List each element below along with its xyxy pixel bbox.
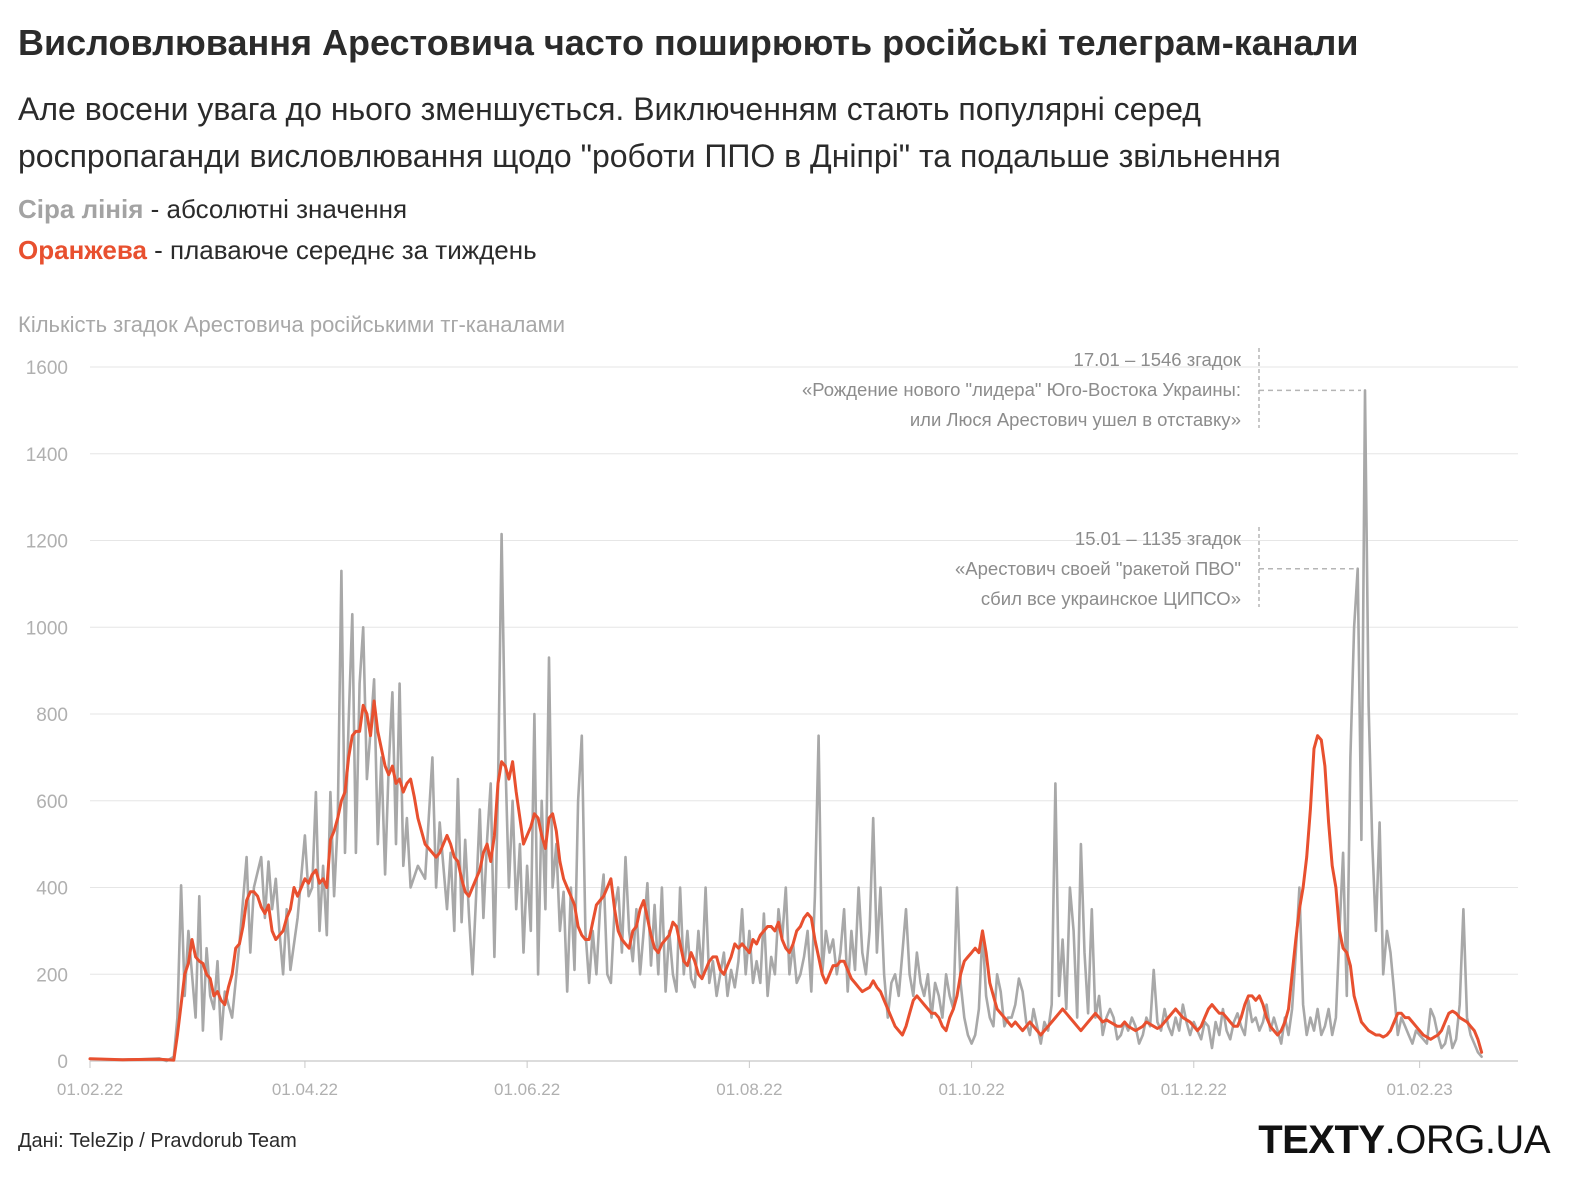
brand-logo-rest: .ORG.UA xyxy=(1384,1118,1551,1162)
legend-average-label: Оранжева xyxy=(18,235,147,265)
brand-logo[interactable]: TEXTY.ORG.UA xyxy=(1258,1118,1550,1163)
x-tick-label-01.12.22: 01.12.22 xyxy=(1161,1080,1227,1099)
data-source: Дані: TeleZip / Pravdorub Team xyxy=(18,1130,297,1152)
legend-average: Оранжева - плаваюче середнє за тиждень xyxy=(18,235,537,266)
y-tick-label-0: 0 xyxy=(57,1052,68,1073)
x-tick-label-01.02.23: 01.02.23 xyxy=(1387,1080,1453,1099)
x-tick-label-01.08.22: 01.08.22 xyxy=(716,1080,782,1099)
legend-raw: Сіра лінія - абсолютні значення xyxy=(18,194,407,225)
y-tick-label-1400: 1400 xyxy=(26,445,68,466)
legend-average-text: - плаваюче середнє за тиждень xyxy=(146,235,537,265)
annotation-1-line-2: «Рождение нового "лидера" Юго-Востока Ук… xyxy=(802,379,1241,400)
x-tick-label-01.02.22: 01.02.22 xyxy=(57,1080,123,1099)
y-tick-label-400: 400 xyxy=(36,879,68,900)
annotation-2-line-1: 15.01 – 1135 згадок xyxy=(1075,528,1242,549)
annotation-2-line-2: «Арестович своей "ракетой ПВО" xyxy=(955,558,1241,579)
subtitle-line-2: роспропаганди висловлювання щодо "роботи… xyxy=(18,138,1281,174)
annotation-layer: 17.01 – 1546 згадок «Рождение нового "лид… xyxy=(802,348,1361,609)
line-chart: 0 200 400 600 800 1000 1200 1400 1600 01.02.22 01.… xyxy=(26,348,1518,1099)
x-tick-label-01.10.22: 01.10.22 xyxy=(938,1080,1004,1099)
series-layer xyxy=(88,389,1484,1063)
annotation-2-line-3: сбил все украинское ЦИПСО» xyxy=(981,588,1241,609)
series-line-moving-average xyxy=(88,699,1484,1062)
axis-layer: 0 200 400 600 800 1000 1200 1400 1600 01.02.22 01.… xyxy=(26,358,1453,1099)
y-axis-title: Кількість згадок Арестовича російськими … xyxy=(18,312,566,337)
y-tick-label-600: 600 xyxy=(36,792,68,813)
y-tick-label-1600: 1600 xyxy=(26,358,68,379)
series-line-absolute xyxy=(88,389,1483,1063)
subtitle-line-1: Але восени увага до нього зменшується. В… xyxy=(18,91,1201,127)
legend-raw-label: Сіра лінія xyxy=(18,194,144,224)
annotation-1-line-1: 17.01 – 1546 згадок xyxy=(1074,349,1242,370)
annotation-1-line-3: или Люся Арестович ушел в отставку» xyxy=(910,409,1241,430)
y-tick-label-200: 200 xyxy=(36,965,68,986)
y-tick-label-1000: 1000 xyxy=(26,618,68,639)
chart-title: Висловлювання Арестовича часто поширюють… xyxy=(18,22,1359,63)
x-tick-label-01.06.22: 01.06.22 xyxy=(494,1080,560,1099)
chart-subtitle: Але восени увага до нього зменшується. В… xyxy=(18,86,1558,180)
y-tick-label-1200: 1200 xyxy=(26,532,68,553)
y-tick-label-800: 800 xyxy=(36,705,68,726)
x-tick-label-01.04.22: 01.04.22 xyxy=(272,1080,338,1099)
brand-logo-bold: TEXTY xyxy=(1258,1118,1385,1162)
legend-raw-text: - абсолютні значення xyxy=(143,194,408,224)
